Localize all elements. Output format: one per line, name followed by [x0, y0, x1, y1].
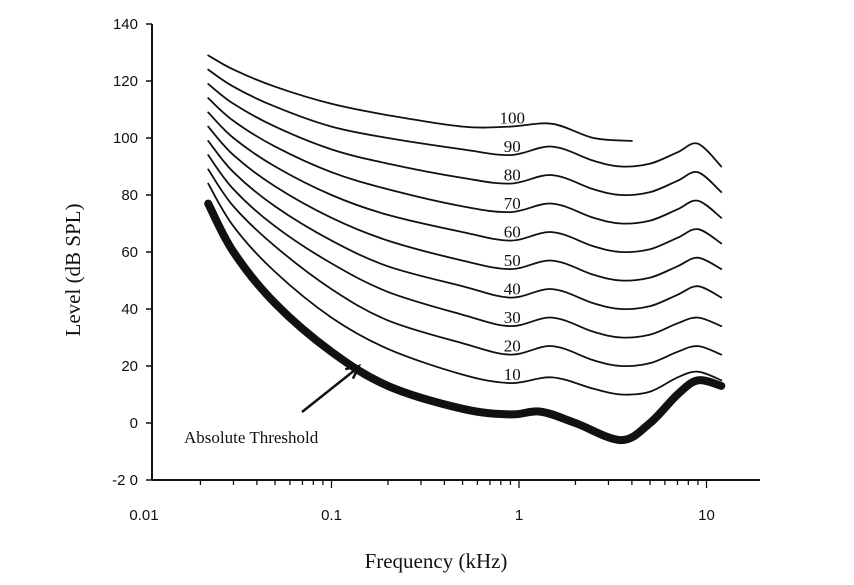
annotation-arrow-head [344, 364, 362, 380]
annotation-label: Absolute Threshold [184, 428, 319, 447]
series-line-10-phon [207, 182, 723, 396]
series-line-20-phon [207, 168, 723, 368]
annotations: Absolute Threshold [184, 364, 362, 447]
y-tick-label: 80 [121, 187, 138, 204]
series-line-70-phon [207, 97, 723, 225]
curve-label: 60 [504, 223, 521, 242]
y-tick-label: 0 [130, 415, 138, 432]
series-line-40-phon [207, 140, 723, 311]
series-line-90-phon [207, 68, 723, 168]
chart-axes: -2 0 0 20 40 60 80 100 120 140 0.01 0.1 1 10 Frequenc… [61, 16, 760, 573]
series-line-absolute-threshold [204, 199, 726, 445]
x-tick-label: 0.01 [129, 507, 158, 524]
curve-label: 70 [504, 194, 521, 213]
curve-label: 30 [504, 308, 521, 327]
curve-label: 40 [504, 280, 521, 299]
x-tick-label: 0.1 [321, 507, 342, 524]
curve-label: 10 [504, 365, 521, 384]
curve-labels: 10 20 30 40 50 60 70 80 90 100 [499, 109, 525, 385]
series-line-30-phon [207, 154, 723, 339]
x-tick-label: 10 [698, 507, 715, 524]
y-tick-label: 40 [121, 301, 138, 318]
curve-label: 100 [499, 109, 525, 128]
y-tick-label: 100 [113, 130, 138, 147]
y-tick-label: 60 [121, 244, 138, 261]
series-line-50-phon [207, 125, 723, 282]
x-axis-title: Frequency (kHz) [365, 549, 508, 573]
curve-label: 20 [504, 337, 521, 356]
series-line-60-phon [207, 111, 723, 254]
y-tick-label: -2 0 [112, 472, 138, 489]
annotation-arrow-shaft [301, 369, 356, 413]
series-line-80-phon [207, 83, 723, 197]
y-axis-title: Level (dB SPL) [61, 204, 85, 337]
x-tick-label: 1 [515, 507, 523, 524]
series-layer [204, 54, 726, 445]
curve-label: 90 [504, 137, 521, 156]
curve-label: 80 [504, 166, 521, 185]
y-tick-label: 20 [121, 358, 138, 375]
series-line-100-phon [207, 54, 633, 142]
y-tick-label: 140 [113, 16, 138, 33]
y-tick-label: 120 [113, 73, 138, 90]
curve-label: 50 [504, 251, 521, 270]
